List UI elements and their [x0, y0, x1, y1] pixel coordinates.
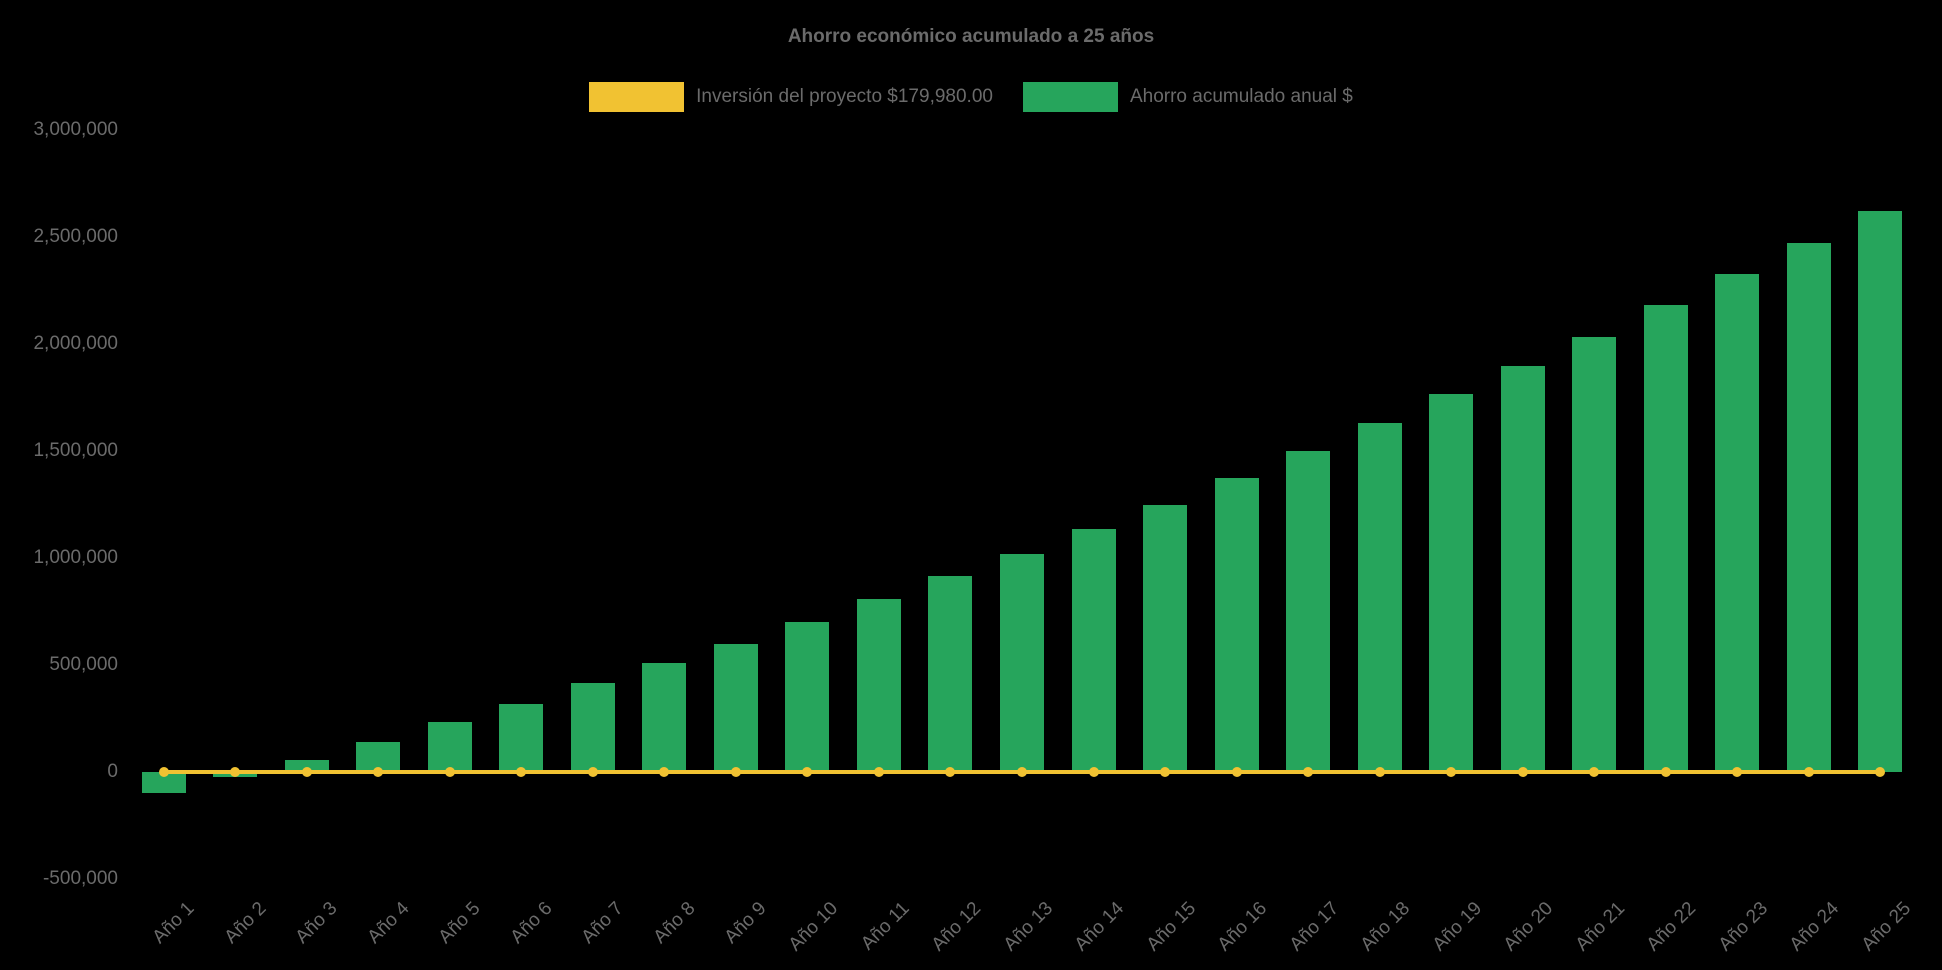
bar-año-7[interactable]	[570, 683, 615, 772]
x-tick-label: Año 15	[1142, 898, 1200, 956]
line-point-año-3[interactable]	[301, 767, 312, 777]
bar-año-23[interactable]	[1715, 274, 1760, 772]
line-point-año-19[interactable]	[1446, 767, 1457, 777]
legend-swatch-savings	[1022, 82, 1118, 112]
bar-año-15[interactable]	[1143, 504, 1188, 772]
x-tick-label: Año 5	[434, 898, 485, 948]
chart-title: Ahorro económico acumulado a 25 años	[787, 26, 1155, 47]
x-tick-label: Año 1	[148, 898, 199, 948]
line-point-año-18[interactable]	[1374, 767, 1385, 777]
x-tick-label: Año 21	[1571, 898, 1630, 956]
line-point-año-7[interactable]	[587, 767, 598, 777]
x-tick-label: Año 19	[1428, 898, 1486, 956]
line-point-año-1[interactable]	[158, 767, 169, 777]
bar-año-4[interactable]	[356, 742, 401, 772]
bar-año-19[interactable]	[1429, 394, 1474, 772]
x-tick-label: Año 18	[1357, 898, 1415, 956]
bar-año-18[interactable]	[1357, 423, 1402, 772]
x-tick-label: Año 9	[720, 898, 771, 948]
x-tick-label: Año 25	[1857, 898, 1916, 956]
bar-año-13[interactable]	[1000, 553, 1044, 772]
line-point-año-24[interactable]	[1803, 767, 1814, 777]
y-tick-label: 1,500,000	[33, 440, 118, 461]
bar-año-5[interactable]	[427, 721, 472, 772]
y-tick-label: 500,000	[49, 654, 118, 675]
bar-año-14[interactable]	[1071, 529, 1116, 772]
bar-año-25[interactable]	[1858, 211, 1903, 772]
line-point-año-10[interactable]	[802, 767, 813, 777]
bar-año-17[interactable]	[1286, 451, 1331, 772]
line-point-año-5[interactable]	[444, 767, 455, 777]
x-tick-label: Año 4	[363, 898, 414, 948]
x-tick-label: Año 2	[220, 898, 271, 948]
x-tick-label: Año 3	[291, 898, 342, 948]
bar-año-6[interactable]	[499, 703, 544, 772]
bar-año-21[interactable]	[1572, 336, 1617, 772]
bar-año-16[interactable]	[1214, 477, 1259, 772]
bar-año-1[interactable]	[141, 772, 186, 794]
line-point-año-17[interactable]	[1303, 767, 1314, 777]
line-point-año-14[interactable]	[1088, 767, 1099, 777]
y-tick-label: 2,500,000	[33, 226, 118, 247]
line-point-año-23[interactable]	[1732, 767, 1743, 777]
legend-label: Inversión del proyecto $179,980.00	[696, 86, 993, 107]
x-tick-label: Año 11	[857, 898, 914, 955]
x-tick-label: Año 16	[1213, 898, 1272, 956]
bar-año-9[interactable]	[713, 643, 758, 772]
line-point-año-13[interactable]	[1017, 767, 1027, 777]
y-tick-label: 3,000,000	[33, 119, 118, 140]
legend-swatch-investment	[589, 82, 685, 112]
y-tick-label: -500,000	[42, 868, 118, 889]
bar-año-22[interactable]	[1643, 305, 1688, 772]
bar-año-24[interactable]	[1786, 243, 1831, 772]
bar-año-20[interactable]	[1500, 366, 1545, 772]
legend-item-savings[interactable]: Ahorro acumulado anual $	[1022, 82, 1353, 112]
chart-legend: Inversión del proyecto $179,980.00 Ahorro…	[0, 82, 1942, 112]
x-tick-label: Año 22	[1643, 898, 1701, 956]
x-tick-label: Año 10	[784, 898, 843, 956]
bar-año-10[interactable]	[785, 622, 830, 772]
line-point-año-12[interactable]	[945, 767, 956, 777]
line-point-año-4[interactable]	[373, 767, 384, 777]
line-point-año-11[interactable]	[873, 767, 884, 777]
line-point-año-21[interactable]	[1589, 767, 1600, 777]
legend-item-investment[interactable]: Inversión del proyecto $179,980.00	[589, 82, 993, 112]
x-tick-label: Año 24	[1786, 898, 1844, 956]
x-tick-label: Año 8	[649, 898, 700, 948]
bar-año-3[interactable]	[284, 760, 329, 772]
line-point-año-9[interactable]	[730, 767, 741, 777]
x-tick-label: Año 7	[577, 898, 628, 948]
bar-año-8[interactable]	[642, 662, 687, 772]
line-point-año-22[interactable]	[1660, 767, 1671, 777]
line-point-año-8[interactable]	[659, 767, 670, 777]
x-tick-label: Año 6	[506, 898, 557, 948]
line-point-año-25[interactable]	[1875, 767, 1886, 777]
x-tick-label: Año 17	[1285, 898, 1343, 956]
bar-año-11[interactable]	[856, 598, 901, 772]
y-tick-label: 1,000,000	[33, 547, 118, 568]
x-tick-label: Año 12	[927, 898, 986, 956]
x-tick-label: Año 13	[999, 898, 1057, 956]
x-tick-label: Año 14	[1070, 898, 1129, 956]
line-point-año-2[interactable]	[230, 767, 241, 777]
line-point-año-16[interactable]	[1231, 767, 1242, 777]
x-tick-label: Año 23	[1714, 898, 1773, 956]
line-point-año-6[interactable]	[516, 767, 527, 777]
line-point-año-15[interactable]	[1160, 767, 1171, 777]
y-tick-label: 0	[107, 761, 118, 782]
line-point-año-20[interactable]	[1517, 767, 1528, 777]
legend-label: Ahorro acumulado anual $	[1129, 86, 1353, 107]
x-tick-label: Año 20	[1500, 898, 1558, 956]
bar-año-12[interactable]	[928, 576, 973, 772]
y-tick-label: 2,000,000	[33, 333, 118, 354]
